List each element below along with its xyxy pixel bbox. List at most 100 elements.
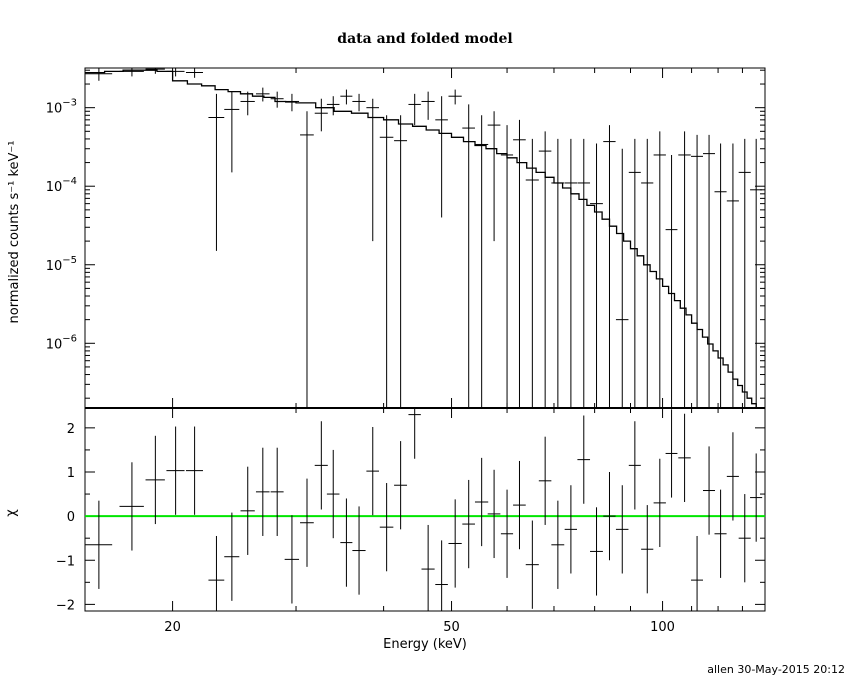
residual-point bbox=[421, 524, 435, 611]
residual-point bbox=[702, 446, 716, 535]
data-point bbox=[487, 111, 501, 242]
data-point bbox=[474, 115, 489, 408]
model-curve bbox=[85, 69, 765, 409]
residual-point bbox=[726, 432, 739, 521]
data-point bbox=[240, 91, 255, 116]
residual-point bbox=[284, 515, 300, 604]
bottom-y-axis-label: χ bbox=[4, 509, 19, 517]
data-point bbox=[615, 148, 629, 408]
data-point bbox=[326, 96, 340, 116]
data-point bbox=[300, 111, 314, 408]
x-axis-label: Energy (keV) bbox=[383, 637, 467, 652]
top-frame bbox=[84, 67, 766, 409]
y-tick-label: 1 bbox=[67, 466, 75, 481]
x-tick-label: 100 bbox=[650, 620, 675, 635]
x-tick-label: 50 bbox=[443, 620, 460, 635]
bottom-frame bbox=[84, 407, 766, 612]
residual-point bbox=[750, 453, 763, 542]
residual-point bbox=[85, 500, 113, 589]
residual-point bbox=[714, 489, 727, 578]
residual-point bbox=[394, 441, 408, 530]
data-point bbox=[145, 68, 165, 74]
data-point bbox=[435, 96, 448, 218]
data-point bbox=[691, 134, 703, 408]
residual-point bbox=[255, 447, 270, 536]
footer-stamp: allen 30-May-2015 20:12 bbox=[707, 663, 845, 676]
residual-point bbox=[678, 413, 691, 502]
data-point bbox=[352, 93, 366, 112]
residual-point bbox=[435, 540, 448, 611]
data-point bbox=[255, 87, 270, 102]
residual-point bbox=[615, 485, 629, 574]
data-point bbox=[603, 125, 616, 408]
y-tick-label: 2 bbox=[67, 422, 75, 437]
data-point bbox=[166, 68, 185, 77]
data-point bbox=[590, 143, 603, 408]
residual-point bbox=[408, 408, 421, 459]
residual-point bbox=[577, 415, 591, 504]
residual-point bbox=[270, 447, 284, 536]
residual-point bbox=[366, 426, 380, 516]
data-point bbox=[726, 143, 739, 408]
residual-point bbox=[326, 449, 340, 539]
data-point bbox=[525, 138, 539, 408]
y-tick-label: 10−6 bbox=[46, 333, 77, 352]
residual-point bbox=[603, 471, 616, 561]
y-tick-label: 10−3 bbox=[46, 98, 77, 117]
data-point bbox=[702, 134, 716, 408]
residual-point bbox=[448, 499, 462, 588]
y-tick-label: 10−5 bbox=[46, 255, 77, 274]
residual-point bbox=[738, 494, 751, 583]
residual-point bbox=[564, 485, 578, 574]
residual-point bbox=[590, 507, 603, 596]
bottom-panel: 20 50 100 2 1 0 −1 −2 bbox=[56, 407, 766, 635]
data-point bbox=[513, 119, 526, 408]
data-point bbox=[284, 93, 300, 112]
residual-point bbox=[513, 460, 526, 550]
data-point bbox=[224, 91, 240, 173]
data-point bbox=[577, 138, 591, 408]
residual-point bbox=[340, 498, 353, 587]
data-point bbox=[85, 68, 113, 81]
data-point bbox=[421, 91, 435, 120]
residual-point bbox=[628, 421, 641, 510]
data-point bbox=[314, 98, 328, 132]
residual-point bbox=[166, 426, 185, 515]
y-tick-label: 10−4 bbox=[46, 176, 77, 195]
data-point bbox=[185, 68, 203, 78]
residual-point bbox=[538, 436, 552, 525]
data-point bbox=[366, 98, 380, 242]
data-point bbox=[340, 89, 353, 105]
residual-point bbox=[224, 512, 240, 601]
data-point bbox=[119, 68, 144, 77]
residual-point bbox=[474, 457, 489, 547]
data-point bbox=[394, 115, 408, 408]
data-point bbox=[678, 131, 691, 408]
residual-point bbox=[145, 435, 165, 525]
x-tick-label: 20 bbox=[164, 620, 181, 635]
data-point bbox=[208, 93, 225, 251]
y-tick-label: −2 bbox=[56, 598, 75, 613]
residual-point bbox=[487, 469, 501, 559]
residual-point bbox=[119, 462, 144, 551]
data-point bbox=[750, 138, 763, 408]
residual-point bbox=[240, 466, 255, 555]
data-point bbox=[714, 143, 727, 408]
residual-point bbox=[641, 505, 654, 594]
data-point bbox=[462, 104, 475, 408]
residual-point bbox=[185, 426, 203, 515]
data-point bbox=[379, 115, 394, 408]
chart-title: data and folded model bbox=[337, 31, 512, 47]
residual-point bbox=[525, 520, 539, 609]
residual-point bbox=[665, 409, 678, 498]
data-point bbox=[538, 131, 552, 408]
top-y-axis-label: normalized counts s⁻¹ keV⁻¹ bbox=[7, 141, 22, 324]
top-panel: 10−3 10−4 10−5 10−6 bbox=[46, 67, 766, 409]
y-tick-label: 0 bbox=[67, 510, 75, 525]
residual-point bbox=[352, 506, 366, 595]
residual-point bbox=[314, 421, 328, 510]
data-point bbox=[448, 89, 462, 105]
data-point bbox=[500, 125, 514, 408]
y-tick-label: −1 bbox=[56, 554, 75, 569]
